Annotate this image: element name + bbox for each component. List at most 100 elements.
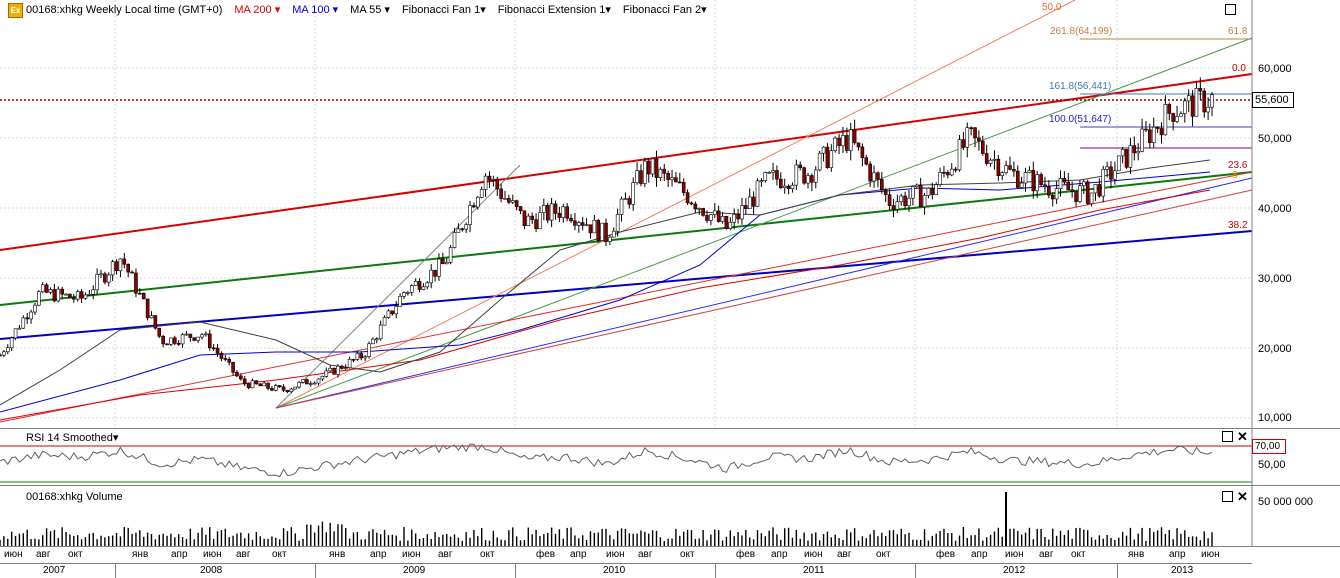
volume-bar[interactable] — [826, 531, 829, 547]
volume-bar[interactable] — [838, 538, 840, 547]
volume-bar[interactable] — [271, 536, 273, 547]
volume-bar[interactable] — [348, 538, 351, 547]
volume-bar[interactable] — [881, 532, 883, 547]
volume-bar[interactable] — [578, 538, 580, 547]
candle-body[interactable] — [9, 337, 14, 349]
candle-body[interactable] — [118, 258, 123, 272]
volume-bar[interactable] — [1052, 528, 1054, 547]
candle-body[interactable] — [1004, 165, 1008, 174]
candle-body[interactable] — [1050, 194, 1055, 200]
volume-bar[interactable] — [0, 539, 1, 547]
candle-body[interactable] — [720, 216, 725, 222]
candle-body[interactable] — [134, 272, 138, 294]
volume-bar[interactable] — [651, 530, 654, 547]
dropdown-arrow-icon[interactable]: ▾ — [332, 4, 339, 16]
candle-body[interactable] — [911, 186, 915, 199]
volume-bar[interactable] — [799, 538, 801, 547]
volume-bar[interactable] — [3, 536, 5, 547]
volume-bar[interactable] — [791, 537, 794, 547]
candle-body[interactable] — [207, 333, 212, 349]
volume-bar[interactable] — [717, 530, 720, 547]
candle-body[interactable] — [817, 152, 822, 171]
candle-body[interactable] — [328, 367, 332, 372]
volume-bar[interactable] — [609, 535, 611, 547]
candle-body[interactable] — [1171, 113, 1175, 122]
volume-bar[interactable] — [496, 537, 498, 547]
candle-body[interactable] — [678, 181, 682, 184]
volume-bar[interactable] — [469, 537, 471, 547]
volume-bar[interactable] — [53, 530, 56, 547]
candle-body[interactable] — [864, 157, 869, 165]
candle-body[interactable] — [394, 306, 399, 315]
volume-bar[interactable] — [1090, 537, 1093, 547]
volume-bar[interactable] — [1145, 540, 1147, 547]
volume-bar[interactable] — [574, 535, 576, 547]
candle-body[interactable] — [242, 378, 247, 385]
candle-body[interactable] — [662, 168, 667, 174]
candle-body[interactable] — [961, 139, 966, 148]
volume-bar[interactable] — [912, 539, 914, 547]
candle-body[interactable] — [728, 222, 733, 229]
volume-bar[interactable] — [1176, 528, 1178, 547]
volume-bar[interactable] — [442, 534, 444, 547]
candle-body[interactable] — [643, 160, 647, 184]
volume-bar[interactable] — [1036, 528, 1038, 547]
candle-body[interactable] — [604, 222, 608, 242]
candle-body[interactable] — [180, 334, 185, 345]
volume-bar[interactable] — [962, 527, 965, 547]
volume-bar[interactable] — [1017, 530, 1019, 547]
candle-body[interactable] — [250, 380, 255, 389]
volume-bar[interactable] — [857, 540, 860, 547]
volume-bar[interactable] — [539, 535, 541, 547]
volume-bar[interactable] — [1199, 540, 1202, 547]
candle-body[interactable] — [685, 192, 690, 204]
candle-body[interactable] — [627, 198, 632, 205]
candle-body[interactable] — [907, 197, 911, 207]
candle-body[interactable] — [95, 274, 99, 291]
candle-body[interactable] — [1210, 94, 1214, 108]
volume-bar[interactable] — [201, 527, 203, 547]
candle-body[interactable] — [549, 203, 554, 221]
candle-body[interactable] — [674, 177, 678, 183]
candle-body[interactable] — [736, 214, 740, 220]
volume-bar[interactable] — [888, 530, 891, 547]
candle-body[interactable] — [52, 289, 57, 302]
volume-bar[interactable] — [737, 532, 739, 547]
candle-body[interactable] — [1202, 90, 1207, 113]
candle-body[interactable] — [992, 158, 997, 161]
candle-body[interactable] — [398, 296, 402, 307]
candle-body[interactable] — [1109, 166, 1113, 180]
candle-body[interactable] — [670, 177, 674, 180]
volume-bar[interactable] — [177, 534, 180, 547]
volume-bar[interactable] — [228, 537, 230, 547]
volume-bar[interactable] — [822, 534, 825, 547]
candle-body[interactable] — [149, 315, 154, 319]
volume-bar[interactable] — [543, 534, 545, 547]
candle-body[interactable] — [565, 206, 569, 219]
candle-body[interactable] — [72, 297, 76, 300]
volume-bar[interactable] — [197, 532, 199, 547]
candle-body[interactable] — [821, 146, 826, 154]
volume-bar[interactable] — [508, 530, 510, 547]
volume-bar[interactable] — [616, 530, 619, 547]
candle-body[interactable] — [522, 210, 527, 226]
time-axis[interactable]: июн авг окт янв апр июн авг окт янв апр июн авг окт ф… — [0, 546, 1340, 578]
volume-bar[interactable] — [1024, 532, 1027, 547]
volume-bar[interactable] — [170, 533, 172, 547]
volume-bar[interactable] — [302, 538, 304, 547]
volume-bar[interactable] — [818, 540, 821, 547]
volume-bar[interactable] — [706, 540, 708, 547]
candle-body[interactable] — [1186, 95, 1191, 102]
candle-body[interactable] — [596, 219, 601, 241]
candle-body[interactable] — [324, 370, 329, 377]
candle-body[interactable] — [914, 184, 919, 188]
candle-body[interactable] — [876, 172, 880, 180]
candle-body[interactable] — [1066, 181, 1071, 191]
candle-body[interactable] — [790, 184, 795, 190]
candle-body[interactable] — [880, 179, 884, 191]
price-pane[interactable]: Ex 00168:xhkg Weekly Local time (GMT+0) … — [0, 0, 1340, 430]
volume-bar[interactable] — [1153, 531, 1155, 547]
maximize-pane-icon[interactable] — [1225, 4, 1236, 15]
volume-chart[interactable] — [0, 486, 1340, 547]
candle-body[interactable] — [600, 222, 604, 241]
